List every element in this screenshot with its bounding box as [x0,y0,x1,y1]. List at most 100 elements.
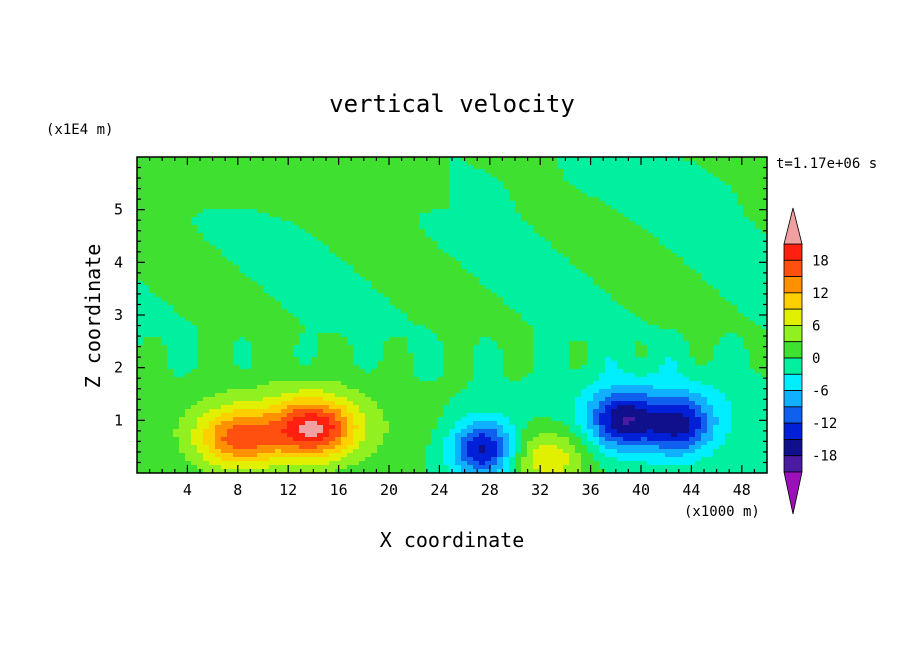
contour-cell [467,261,474,266]
contour-cell [305,285,312,290]
contour-cell [245,225,252,230]
contour-cell [731,193,738,198]
contour-cell [143,221,150,226]
contour-cell [533,273,540,278]
contour-cell [407,341,414,346]
contour-cell [485,213,492,218]
contour-cell [437,345,444,350]
contour-cell [749,161,756,166]
contour-cell [689,329,696,334]
contour-cell [245,165,252,170]
contour-cell [563,277,570,282]
contour-cell [215,309,222,314]
contour-cell [275,217,282,222]
contour-cell [473,177,480,182]
contour-cell [755,289,762,294]
contour-cell [281,189,288,194]
contour-cell [575,337,582,342]
contour-cell [689,201,696,206]
contour-cell [659,177,666,182]
contour-cell [503,269,510,274]
contour-cell [677,229,684,234]
contour-cell [215,293,222,298]
contour-cell [737,301,744,306]
contour-cell [449,237,456,242]
contour-cell [437,189,444,194]
contour-cell [257,237,264,242]
contour-cell [365,221,372,226]
contour-cell [227,341,234,346]
contour-cell [161,233,168,238]
contour-cell [605,213,612,218]
contour-cell [497,173,504,178]
contour-cell [755,245,762,250]
contour-cell [413,293,420,298]
contour-cell [731,161,738,166]
contour-cell [743,161,750,166]
contour-cell [365,201,372,206]
contour-cell [665,325,672,330]
contour-cell [419,269,426,274]
contour-cell [407,157,414,162]
contour-cell [359,181,366,186]
contour-cell [521,281,528,286]
contour-cell [281,157,288,162]
contour-cell [737,245,744,250]
contour-cell [203,301,210,306]
contour-cell [569,221,576,226]
contour-cell [251,233,258,238]
contour-cell [479,177,486,182]
contour-cell [317,197,324,202]
contour-cell [575,241,582,246]
contour-cell [515,193,522,198]
contour-cell [347,345,354,350]
contour-cell [485,301,492,306]
contour-cell [551,277,558,282]
contour-cell [281,345,288,350]
contour-cell [401,157,408,162]
contour-cell [407,257,414,262]
contour-cell [449,193,456,198]
contour-cell [521,217,528,222]
contour-cell [191,325,198,330]
contour-cell [689,213,696,218]
contour-cell [341,265,348,270]
contour-cell [533,177,540,182]
contour-cell [287,217,294,222]
contour-cell [377,313,384,318]
contour-cell [539,225,546,230]
contour-cell [431,177,438,182]
contour-cell [635,289,642,294]
contour-cell [383,173,390,178]
contour-cell [401,321,408,326]
contour-cell [401,209,408,214]
contour-cell [407,185,414,190]
contour-cell [731,309,738,314]
contour-cell [137,233,144,238]
contour-cell [479,169,486,174]
contour-cell [155,249,162,254]
contour-cell [473,181,480,186]
contour-cell [737,161,744,166]
contour-cell [245,217,252,222]
contour-cell [665,301,672,306]
contour-cell [737,197,744,202]
contour-cell [233,281,240,286]
contour-cell [389,305,396,310]
contour-cell [683,225,690,230]
contour-cell [401,169,408,174]
contour-cell [467,233,474,238]
contour-cell [191,341,198,346]
contour-cell [653,181,660,186]
contour-cell [155,237,162,242]
contour-cell [161,309,168,314]
contour-cell [233,185,240,190]
contour-cell [221,249,228,254]
contour-cell [617,293,624,298]
contour-cell [509,293,516,298]
contour-cell [383,337,390,342]
contour-cell [167,341,174,346]
contour-cell [527,269,534,274]
contour-cell [701,185,708,190]
contour-cell [275,245,282,250]
